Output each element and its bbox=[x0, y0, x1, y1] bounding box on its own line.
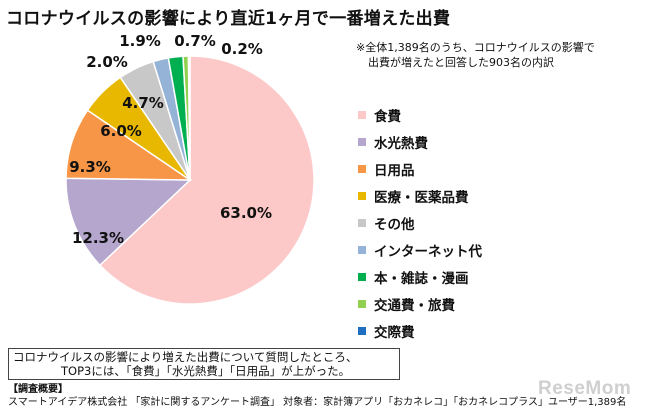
legend-label-1: 食費 bbox=[374, 108, 401, 125]
pie-data-label-1: 63.0% bbox=[220, 204, 272, 222]
sample-note-line-1: ※全体1,389名のうち、コロナウイルスの影響で bbox=[356, 41, 595, 54]
pie-slice-9 bbox=[187, 55, 191, 181]
legend-swatch-6 bbox=[358, 245, 366, 254]
pie-data-label-4: 6.0% bbox=[100, 122, 142, 140]
legend-swatch-8 bbox=[358, 299, 366, 308]
pie-data-label-2: 12.3% bbox=[72, 229, 124, 247]
legend-label-2: 水光熱費 bbox=[374, 135, 428, 152]
sample-note: ※全体1,389名のうち、コロナウイルスの影響で 出費が増えたと回答した903名… bbox=[356, 40, 595, 70]
pie-slice-2 bbox=[65, 177, 192, 267]
legend-label-3: 日用品 bbox=[374, 162, 415, 179]
legend-label-4: 医療・医薬品費 bbox=[374, 189, 469, 206]
pie-data-label-9: 0.2% bbox=[221, 40, 263, 58]
legend-swatch-4 bbox=[358, 191, 366, 200]
legend-item-3: 日用品 bbox=[358, 155, 482, 182]
chart-legend: 食費水光熱費日用品医療・医薬品費 その他インターネット代 本・雑誌・漫画 交通費・旅費… bbox=[358, 101, 482, 344]
legend-item-6: インターネット代 bbox=[358, 236, 482, 263]
summary-line-1: コロナウイルスの影響により増えた出費について質問したところ、 bbox=[13, 350, 358, 364]
legend-swatch-7 bbox=[358, 272, 366, 281]
resemom-logo: ReseMom bbox=[538, 378, 632, 399]
pie-data-label-8: 0.7% bbox=[174, 32, 216, 50]
legend-item-5: その他 bbox=[358, 209, 482, 236]
legend-item-1: 食費 bbox=[358, 101, 482, 128]
survey-detail: スマートアイデア株式会社 「家計に関するアンケート調査」 対象者：家計簿アプリ「… bbox=[8, 397, 627, 408]
legend-label-6: インターネット代 bbox=[374, 243, 482, 260]
legend-label-9: 交際費 bbox=[374, 324, 415, 341]
legend-swatch-3 bbox=[358, 164, 366, 173]
legend-item-9: 交際費 bbox=[358, 317, 482, 344]
survey-overview: 【調査概要】 スマートアイデア株式会社 「家計に関するアンケート調査」 対象者：… bbox=[8, 383, 626, 409]
legend-label-8: 交通費・旅費 bbox=[374, 297, 455, 314]
pie-data-label-3: 9.3% bbox=[69, 158, 111, 176]
pie-slice-1 bbox=[98, 55, 315, 305]
pie-data-label-7: 1.9% bbox=[119, 32, 161, 50]
survey-heading: 【調査概要】 bbox=[8, 384, 68, 395]
summary-line-2: TOP3には、「食費」「水光熱費」「日用品」が上がった。 bbox=[61, 364, 351, 378]
pie-data-label-5: 4.7% bbox=[122, 94, 164, 112]
legend-label-5: その他 bbox=[374, 216, 415, 233]
legend-item-7: 本・雑誌・漫画 bbox=[358, 263, 482, 290]
legend-swatch-1 bbox=[358, 110, 366, 119]
legend-label-7: 本・雑誌・漫画 bbox=[374, 270, 469, 287]
legend-item-8: 交通費・旅費 bbox=[358, 290, 482, 317]
sample-note-line-2: 出費が増えたと回答した903名の内訳 bbox=[368, 56, 554, 69]
chart-title: コロナウイルスの影響により直近1ヶ月で一番増えた出費 bbox=[6, 9, 451, 29]
legend-item-2: 水光熱費 bbox=[358, 128, 482, 155]
legend-swatch-5 bbox=[358, 218, 366, 227]
legend-item-4: 医療・医薬品費 bbox=[358, 182, 482, 209]
summary-box: コロナウイルスの影響により増えた出費について質問したところ、 TOP3には、「食… bbox=[8, 348, 400, 380]
legend-swatch-9 bbox=[358, 326, 366, 335]
pie-data-label-6: 2.0% bbox=[86, 53, 128, 71]
legend-swatch-2 bbox=[358, 137, 366, 146]
